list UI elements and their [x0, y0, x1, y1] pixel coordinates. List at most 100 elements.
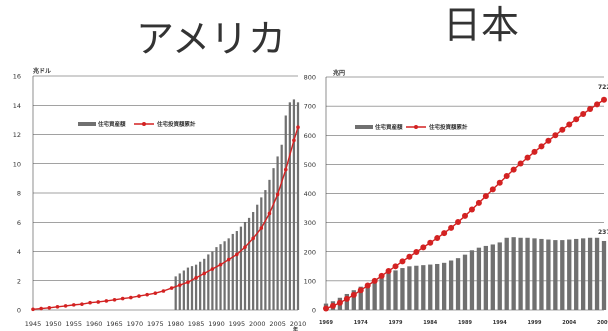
us-x-axis-unit: 年	[293, 326, 298, 331]
jp-x-tick-label: 1969	[319, 320, 333, 326]
jp-bar	[351, 290, 356, 310]
jp-bar	[532, 238, 537, 310]
jp-bar	[560, 240, 565, 310]
us-bar	[199, 261, 202, 310]
jp-x-tick-label: 1999	[528, 320, 542, 326]
jp-bar	[386, 273, 391, 310]
us-y-tick-label: 16	[13, 73, 21, 81]
jp-line-point	[455, 219, 462, 226]
us-bar	[252, 212, 255, 310]
us-bar	[256, 204, 259, 310]
us-y-tick-label: 6	[17, 219, 21, 227]
jp-line-point	[545, 137, 552, 144]
us-y-tick-label: 0	[17, 307, 21, 315]
jp-bar	[414, 265, 419, 310]
jp-bar	[393, 270, 398, 310]
us-bar	[178, 273, 181, 310]
jp-bar	[344, 293, 350, 310]
jp-x-tick-label: 1984	[423, 320, 437, 326]
jp-bar	[601, 240, 607, 310]
jp-bar	[580, 238, 586, 310]
us-line-point	[39, 306, 43, 311]
us-line-point	[55, 304, 60, 309]
jp-line-point	[552, 132, 559, 139]
jp-legend-bar-label: 住宅資産額	[375, 123, 403, 131]
us-bar	[190, 266, 194, 310]
jp-x-tick-label: 2004	[562, 320, 576, 326]
jp-bar	[455, 258, 461, 310]
jp-annotation-bar-end: 237	[598, 229, 608, 236]
jp-bar	[594, 237, 600, 310]
us-line-point	[71, 303, 76, 307]
us-line-point	[283, 167, 288, 172]
jp-bar	[567, 239, 572, 310]
unit-label-jp: 兆円	[333, 69, 345, 77]
us-y-tick-label: 14	[13, 102, 21, 110]
us-line-point	[275, 192, 280, 197]
jp-bars	[323, 237, 607, 310]
jp-bar	[574, 238, 579, 310]
jp-bar	[365, 283, 370, 310]
jp-line-point	[364, 282, 371, 289]
jp-bar	[518, 237, 523, 310]
jp-bar	[358, 286, 363, 310]
us-bar	[182, 270, 185, 310]
us-line-point	[218, 262, 223, 267]
us-bar	[276, 156, 279, 310]
us-x-axis: 1945 1950 1955 1960 1965 1970 1975 1980 1985 1990…	[25, 320, 307, 328]
us-line-point	[120, 296, 125, 301]
jp-line-point	[524, 154, 531, 161]
jp-bar	[476, 247, 482, 310]
us-bar	[284, 115, 287, 310]
us-x-tick-label: 1970	[127, 320, 144, 328]
jp-x-tick-label: 1979	[389, 320, 403, 326]
us-line-point	[296, 125, 300, 129]
jp-bar	[587, 237, 593, 310]
jp-y-tick-label: 400	[304, 190, 316, 198]
us-line-point	[186, 280, 190, 285]
jp-bar	[428, 264, 433, 310]
jp-bar	[469, 250, 475, 310]
us-y-tick-label: 12	[13, 131, 21, 139]
us-legend-line-label: 住宅投資額累計	[157, 120, 196, 128]
us-bars	[174, 99, 300, 311]
us-line-point	[259, 226, 264, 230]
jp-line-point	[573, 116, 580, 123]
jp-line-point	[336, 299, 343, 306]
us-bar	[231, 233, 234, 310]
us-y-tick-label: 10	[13, 160, 21, 168]
us-bar	[219, 244, 222, 310]
us-bar	[186, 267, 190, 310]
jp-line-point	[406, 253, 413, 260]
us-line-point	[243, 245, 247, 249]
jp-bar	[504, 237, 509, 310]
jp-line-point	[378, 272, 385, 279]
us-bar	[243, 222, 247, 310]
us-line-point	[88, 300, 92, 305]
jp-bar	[539, 238, 544, 310]
jp-line-point	[441, 230, 448, 237]
us-x-tick-label: 1980	[167, 320, 184, 328]
us-x-tick-label: 1985	[188, 320, 205, 328]
jp-line-point	[350, 291, 357, 298]
jp-line-point	[510, 166, 517, 173]
us-legend-line-marker	[142, 122, 146, 126]
us-x-tick-label: 1960	[86, 320, 103, 328]
jp-bar	[525, 237, 530, 310]
us-line-point	[267, 211, 272, 216]
jp-bar	[372, 279, 377, 310]
us-bar	[235, 231, 238, 310]
us-y-tick-label: 4	[17, 248, 21, 256]
jp-line-point	[531, 148, 538, 155]
jp-line-point	[496, 179, 503, 186]
us-x-tick-label: 2010	[290, 320, 307, 328]
us-line-point	[153, 291, 158, 295]
us-x-tick-label: 1965	[106, 320, 123, 328]
us-line-point	[251, 236, 255, 241]
jp-y-tick-label: 300	[304, 219, 316, 227]
jp-line-point	[343, 295, 350, 302]
jp-annotation-line-end: 722	[598, 84, 608, 91]
us-line-point	[112, 297, 117, 302]
unit-label-us: 兆ドル	[33, 67, 51, 75]
jp-line-point	[399, 258, 406, 265]
